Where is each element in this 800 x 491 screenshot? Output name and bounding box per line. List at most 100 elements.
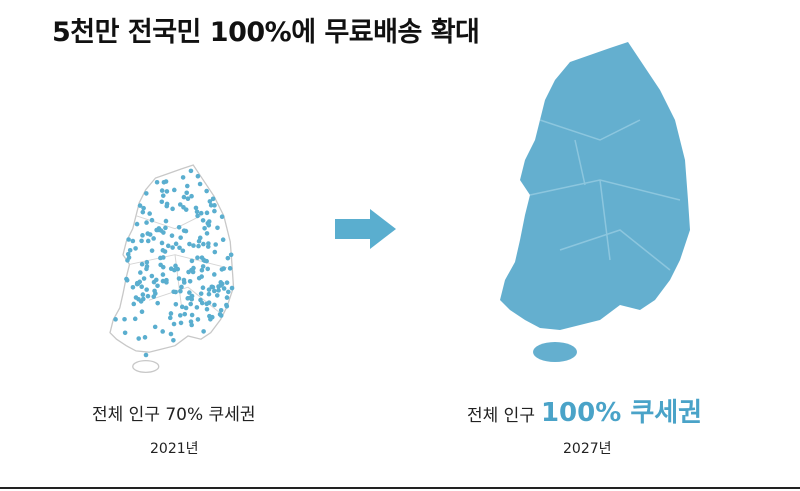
dot xyxy=(208,316,213,322)
year-2027: 2027년 xyxy=(563,441,612,457)
dot xyxy=(189,258,195,264)
dot xyxy=(199,300,205,306)
dot xyxy=(171,321,177,327)
dot xyxy=(204,231,210,236)
dot xyxy=(167,315,173,321)
map-2027 xyxy=(500,42,690,362)
dot xyxy=(160,193,166,198)
dot xyxy=(161,180,167,185)
dot xyxy=(171,289,176,295)
dot xyxy=(140,209,146,215)
caption-highlight: 100% 쿠세권 xyxy=(540,398,703,428)
dot xyxy=(193,205,199,211)
dot xyxy=(215,225,220,231)
dot xyxy=(218,283,224,288)
dot xyxy=(200,264,206,269)
dot xyxy=(216,288,221,293)
dot xyxy=(195,317,201,322)
dot xyxy=(178,235,183,240)
dot xyxy=(168,311,174,316)
dot xyxy=(154,179,160,185)
arrow xyxy=(335,209,396,249)
dot xyxy=(197,235,203,241)
dot xyxy=(202,226,207,231)
dot xyxy=(227,266,233,271)
dot xyxy=(212,302,217,308)
dot xyxy=(224,280,230,285)
dot xyxy=(142,335,148,340)
dot xyxy=(200,285,206,291)
dot xyxy=(180,248,186,254)
dot xyxy=(206,287,212,292)
dot xyxy=(164,203,170,209)
dot xyxy=(221,286,227,291)
dot xyxy=(139,261,145,267)
dot xyxy=(188,319,194,324)
dot xyxy=(187,295,193,301)
dot xyxy=(209,284,215,290)
dot xyxy=(195,255,200,261)
dot xyxy=(196,243,201,249)
dot xyxy=(226,289,231,295)
dot xyxy=(176,224,182,230)
caption-2027: 전체 인구 100% 쿠세권 xyxy=(467,392,702,429)
dot xyxy=(220,237,226,242)
dot xyxy=(187,241,192,247)
dot xyxy=(149,273,155,279)
dot xyxy=(122,316,127,322)
dot xyxy=(139,284,145,290)
dot xyxy=(189,267,194,273)
dot xyxy=(189,312,195,318)
dot xyxy=(113,317,118,322)
dot xyxy=(181,205,186,210)
dot xyxy=(212,208,217,214)
dot xyxy=(204,188,209,194)
dot xyxy=(191,243,196,248)
dot xyxy=(165,243,171,249)
dot xyxy=(160,264,166,270)
dot xyxy=(159,188,165,193)
dot xyxy=(144,220,149,225)
year-2021: 2021년 xyxy=(150,441,199,457)
dot xyxy=(133,246,138,251)
dot xyxy=(189,193,194,199)
dot xyxy=(206,291,212,297)
dot xyxy=(194,209,200,215)
dot xyxy=(202,258,207,263)
dot xyxy=(204,306,210,312)
dot xyxy=(141,205,146,211)
dot xyxy=(136,336,142,341)
dot xyxy=(155,283,160,289)
dot xyxy=(204,210,210,216)
dot xyxy=(126,237,131,242)
dot xyxy=(194,305,200,310)
dot xyxy=(163,218,169,224)
dot xyxy=(179,284,184,290)
dot xyxy=(229,285,235,291)
dot xyxy=(173,301,179,307)
dot xyxy=(138,270,143,275)
dot xyxy=(170,206,175,212)
dot xyxy=(145,238,151,244)
dot xyxy=(140,233,145,238)
dot xyxy=(195,173,201,179)
dot xyxy=(208,202,214,208)
dot xyxy=(201,329,206,334)
dot xyxy=(212,249,218,255)
dot xyxy=(145,293,151,299)
dot xyxy=(170,245,175,250)
dot xyxy=(168,331,174,337)
dot xyxy=(161,230,166,235)
dot xyxy=(173,241,179,247)
dot xyxy=(160,278,166,284)
dot xyxy=(159,240,165,246)
dot xyxy=(159,199,165,205)
dot xyxy=(143,191,149,196)
dot xyxy=(134,221,140,227)
dot xyxy=(213,242,218,247)
dot xyxy=(152,324,158,330)
dot xyxy=(201,241,206,247)
dot xyxy=(177,245,182,251)
dot xyxy=(162,249,168,254)
